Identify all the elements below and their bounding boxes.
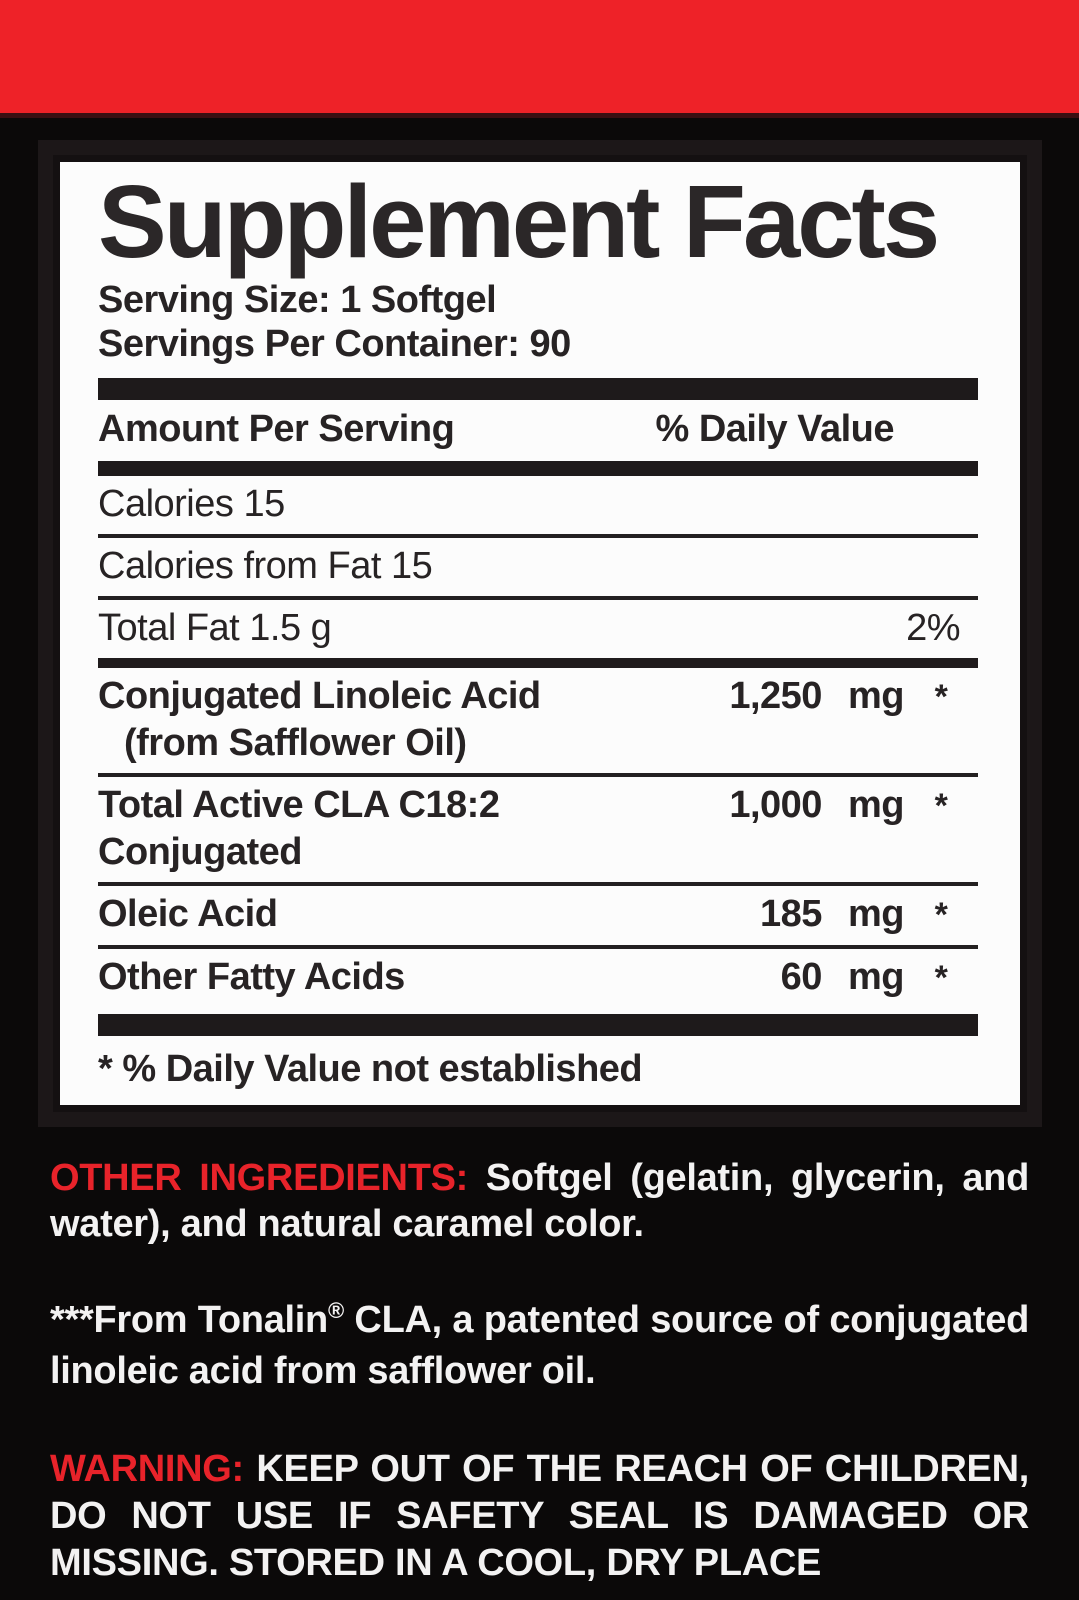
other-ingredients-paragraph: OTHER INGREDIENTS: Softgel (gelatin, gly…: [50, 1155, 1029, 1247]
daily-value-footnote: * % Daily Value not established: [98, 1048, 643, 1090]
tonalin-text: CLA, a patented source of conjugated lin…: [50, 1299, 1029, 1392]
other-ingredients-label: OTHER INGREDIENTS:: [50, 1157, 469, 1199]
table-row: Oleic Acid 185 mg *: [98, 886, 978, 949]
nutrient-name: Conjugated Linoleic Acid: [98, 675, 541, 717]
table-row: Total Active CLA C18:2 1,000 mg * Conjug…: [98, 777, 978, 886]
nutrient-name: Other Fatty Acids: [98, 956, 405, 998]
supplement-facts-panel: Supplement Facts Serving Size: 1 Softgel…: [53, 155, 1027, 1112]
nutrient-name: Total Active CLA C18:2: [98, 784, 500, 826]
nutrient-rows: Calories 15 Calories from Fat 15 Total F…: [98, 476, 978, 1008]
nutrient-asterisk: *: [934, 959, 948, 997]
table-row: Calories from Fat 15: [98, 538, 978, 600]
column-header-amount: Amount Per Serving: [98, 408, 455, 450]
nutrient-name: Calories from Fat 15: [98, 545, 433, 587]
nutrient-amount: 185 mg: [760, 893, 904, 935]
nutrient-asterisk: *: [934, 896, 948, 934]
nutrient-asterisk: *: [934, 678, 948, 716]
column-header-daily-value: % Daily Value: [655, 408, 894, 450]
nutrient-name: Calories 15: [98, 483, 285, 525]
nutrient-name: Oleic Acid: [98, 893, 278, 935]
nutrient-amount: 1,250 mg: [729, 675, 904, 717]
nutrient-asterisk: *: [934, 787, 948, 825]
lower-text-section: OTHER INGREDIENTS: Softgel (gelatin, gly…: [0, 1155, 1079, 1587]
divider-bar-header: [98, 461, 978, 476]
supplement-facts-frame: Supplement Facts Serving Size: 1 Softgel…: [38, 140, 1042, 1127]
table-row: Conjugated Linoleic Acid 1,250 mg * (fro…: [98, 668, 978, 777]
warning-text: KEEP OUT OF THE REACH OF CHILDREN, DO NO…: [50, 1448, 1029, 1584]
other-ingredients-text: Softgel (gelatin, glycerin, and water), …: [50, 1157, 1029, 1245]
row-separator: [98, 596, 978, 600]
table-row: Total Fat 1.5 g 2%: [98, 600, 978, 668]
nutrient-amount: 60 mg: [780, 956, 905, 998]
panel-title: Supplement Facts: [98, 164, 940, 279]
table-header-row: Amount Per Serving % Daily Value: [98, 400, 978, 461]
serving-size: Serving Size: 1 Softgel: [98, 279, 497, 321]
row-separator: [98, 773, 978, 777]
row-separator: [98, 534, 978, 538]
nutrient-name: Total Fat 1.5 g: [98, 607, 332, 649]
table-row: Other Fatty Acids 60 mg *: [98, 949, 978, 1008]
top-red-band: [0, 0, 1079, 118]
nutrient-amount: 2%: [906, 607, 960, 649]
warning-paragraph: WARNING: KEEP OUT OF THE REACH OF CHILDR…: [50, 1446, 1029, 1587]
nutrient-amount: 1,000 mg: [729, 784, 904, 826]
nutrient-subline: (from Safflower Oil): [124, 722, 467, 764]
warning-label: WARNING:: [50, 1448, 244, 1490]
servings-per-container: Servings Per Container: 90: [98, 323, 571, 365]
tonalin-note-paragraph: ***From Tonalin® CLA, a patented source …: [50, 1297, 1029, 1394]
row-separator: [98, 658, 978, 668]
tonalin-prefix: ***From Tonalin: [50, 1299, 328, 1341]
table-row: Calories 15: [98, 476, 978, 538]
registered-trademark-symbol: ®: [327, 1298, 344, 1323]
nutrient-subline: Conjugated: [98, 831, 302, 873]
row-separator: [98, 882, 978, 886]
divider-bar-bottom: [98, 1014, 978, 1036]
divider-bar-top: [98, 378, 978, 400]
row-separator: [98, 945, 978, 949]
